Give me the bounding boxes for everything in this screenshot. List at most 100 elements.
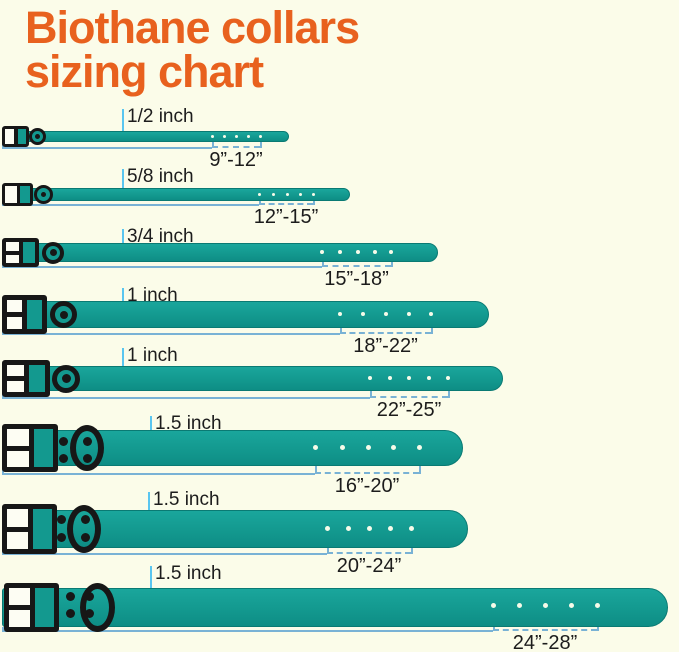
collar-hole [542,602,548,608]
collar-hole [373,250,377,254]
bracket-solid-line [2,204,259,206]
collar-hole [416,444,422,450]
buckle-ring-icon [34,185,53,204]
width-label-tick [122,109,124,142]
buckle-frame-icon [2,504,57,554]
collar-hole [361,312,365,316]
collar-hole [407,312,411,316]
bracket-solid-line [2,266,322,268]
collar-hole [345,525,351,531]
bracket-dashed-line [493,629,597,631]
size-range-label: 20”-24” [336,555,402,577]
width-label: 1.5 inch [155,413,222,434]
collar-hole [388,376,392,380]
collar-bar [2,301,489,328]
bracket-dashed-line [259,203,313,205]
buckle-pin-icon [35,134,40,139]
bracket-solid-line [2,397,370,399]
width-label-tick [122,169,124,201]
bracket-solid-line [2,473,315,475]
collar-hole [389,250,393,254]
bracket-end-tick [313,201,315,205]
size-range-label: 22”-25” [376,399,442,421]
collar-hole [356,250,360,254]
collar-hole [490,602,496,608]
collar-hole [271,192,275,196]
buckle-ring-icon [50,301,77,328]
size-range-label: 12”-15” [253,206,319,228]
size-range-label: 24”-28” [512,632,578,652]
bracket-solid-line [2,333,340,335]
collar-hole [312,444,318,450]
buckle-bar [7,526,34,532]
buckle-frame-icon [4,583,59,632]
size-range-label: 16”-20” [334,475,400,497]
bracket-dashed-line [370,396,448,398]
buckle-bar [7,312,28,317]
d-ring-icon [80,583,115,632]
collar-hole [407,376,411,380]
bracket-start-tick [315,466,317,474]
collar-hole [324,525,330,531]
width-label: 1.5 inch [155,563,222,584]
buckle-bar [6,250,23,255]
size-range-label: 15”-18” [324,268,389,290]
size-range-label: 9”-12” [209,149,263,171]
rivet-icon [65,608,75,618]
bracket-solid-line [2,553,327,555]
size-range-label: 18”-22” [353,335,418,357]
bracket-end-tick [597,627,599,631]
page-title-line2: sizing chart [25,46,264,97]
collar-hole [427,376,431,380]
bracket-solid-line [2,147,212,149]
bracket-start-tick [212,142,214,148]
bracket-end-tick [431,328,433,334]
collar-hole [390,444,396,450]
buckle-pin-icon [59,310,68,319]
bracket-dashed-line [322,265,391,267]
collar-hole [339,444,345,450]
collar-bar [2,366,503,391]
collar-hole [366,525,372,531]
collar-hole [516,602,522,608]
bracket-solid-line [2,630,493,632]
rivet-icon [65,591,75,601]
width-label: 1 inch [127,345,178,366]
bracket-end-tick [419,466,421,474]
buckle-frame-icon [2,424,58,472]
bracket-dashed-line [340,332,431,334]
buckle-bar [9,605,36,610]
collar-hole [298,192,302,196]
collar-hole [257,192,261,196]
bracket-start-tick [327,548,329,554]
bracket-left-riser [2,627,4,631]
buckle-frame-icon [2,360,50,397]
bracket-end-tick [448,391,450,398]
rivet-icon [56,514,66,524]
collar-hole [234,134,238,138]
collar-hole [408,525,414,531]
bracket-end-tick [411,548,413,554]
collar-hole [311,192,315,196]
page-title-line1: Biothane collars [25,2,360,53]
buckle-frame-icon [2,183,33,206]
rivet-icon [56,532,66,542]
width-label: 3/4 inch [127,226,194,247]
buckle-pin-icon [61,374,71,383]
bracket-dashed-line [327,552,411,554]
rivet-icon [58,453,68,463]
d-ring-icon [67,505,101,553]
collar-hole [387,525,393,531]
collar-hole [210,134,214,138]
width-label: 1/2 inch [127,106,194,127]
bracket-dashed-line [315,472,419,474]
d-ring-icon [70,425,104,471]
collar-hole [246,134,250,138]
collar-hole [320,250,324,254]
collar-hole [365,444,371,450]
buckle-bar [7,376,30,381]
bracket-dashed-line [212,146,260,148]
buckle-bar [14,129,18,144]
collar-hole [594,602,600,608]
